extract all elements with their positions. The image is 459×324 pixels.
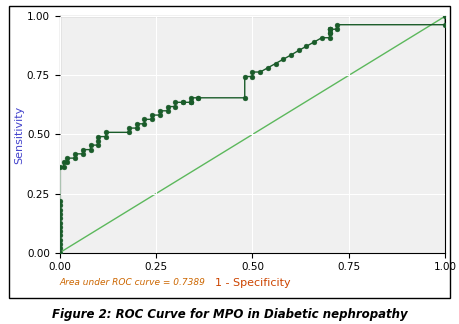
Text: Area under ROC curve = 0.7389: Area under ROC curve = 0.7389: [60, 278, 206, 287]
X-axis label: 1 - Specificity: 1 - Specificity: [215, 278, 290, 288]
Y-axis label: Sensitivity: Sensitivity: [14, 105, 24, 164]
Text: Figure 2: ROC Curve for MPO in Diabetic nephropathy: Figure 2: ROC Curve for MPO in Diabetic …: [52, 307, 407, 320]
